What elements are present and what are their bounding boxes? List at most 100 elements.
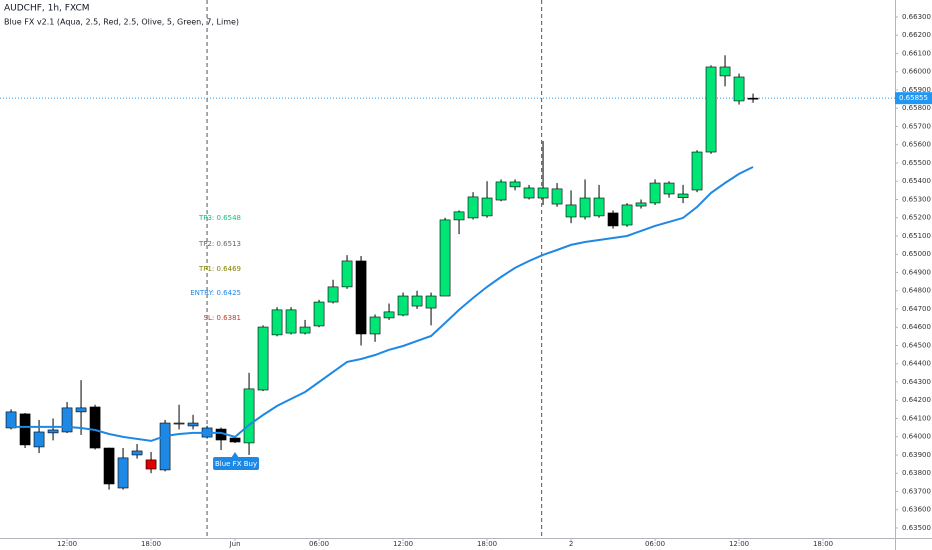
candle-body [747, 97, 759, 100]
candle-body [565, 204, 577, 218]
candle-body [299, 326, 311, 334]
y-tick-label: 0.63600 [902, 506, 931, 514]
y-tick-label: 0.65400 [902, 177, 931, 185]
candle-body [103, 447, 115, 485]
candle-body [481, 197, 493, 217]
indicator-legend: Blue FX v2.1 (Aqua, 2.5, Red, 2.5, Olive… [4, 18, 239, 27]
y-tick-label: 0.65200 [902, 214, 931, 222]
candle-body [187, 422, 199, 427]
candle-body [677, 193, 689, 198]
candle-body [369, 316, 381, 335]
candle-body [691, 151, 703, 191]
y-tick-label: 0.65800 [902, 104, 931, 112]
y-tick-label: 0.64800 [902, 287, 931, 295]
y-tick-label: 0.63900 [902, 451, 931, 459]
y-tick-label: 0.63500 [902, 524, 931, 532]
candle-body [33, 431, 45, 448]
y-tick-label: 0.64500 [902, 341, 931, 349]
candle-body [705, 66, 717, 153]
trade-level-label: SL: 0.6381 [204, 314, 241, 322]
price-tag [895, 92, 932, 105]
y-tick-label: 0.66000 [902, 68, 931, 76]
candle-body [131, 450, 143, 456]
candle-body [243, 388, 255, 444]
candle-body [523, 187, 535, 199]
y-tick-label: 0.66100 [902, 49, 931, 57]
price-tag-label: 0.65855 [899, 94, 928, 102]
candle-body [173, 422, 185, 425]
x-tick-label: 18:00 [813, 540, 833, 548]
candle-body [453, 211, 465, 221]
y-tick-label: 0.63800 [902, 469, 931, 477]
y-tick-label: 0.64200 [902, 396, 931, 404]
candle-body [537, 187, 549, 199]
candle-body [579, 197, 591, 218]
candle-body [593, 197, 605, 217]
candle-body [495, 181, 507, 201]
y-tick-label: 0.64100 [902, 414, 931, 422]
candle-body [313, 301, 325, 327]
candle-body [89, 406, 101, 449]
candle-body [75, 407, 87, 413]
candle-body [159, 422, 171, 471]
y-tick-label: 0.64700 [902, 305, 931, 313]
x-tick-label: 12:00 [57, 540, 77, 548]
x-tick-label: 12:00 [393, 540, 413, 548]
y-tick-label: 0.65300 [902, 195, 931, 203]
x-tick-label: 06:00 [309, 540, 329, 548]
y-tick-label: 0.64000 [902, 433, 931, 441]
candle-body [285, 309, 297, 334]
candle-body [551, 188, 563, 205]
candle-body [411, 295, 423, 307]
y-tick-label: 0.65500 [902, 159, 931, 167]
candle-body [621, 204, 633, 226]
y-tick-label: 0.64900 [902, 268, 931, 276]
y-tick-label: 0.64300 [902, 378, 931, 386]
candle-body [663, 182, 675, 195]
moving-average [11, 166, 754, 442]
candle-body [383, 311, 395, 319]
candle-body [355, 260, 367, 335]
candle-body [117, 457, 129, 489]
y-tick-label: 0.65900 [902, 86, 931, 94]
trade-level-label: TP2: 0.6513 [198, 240, 241, 248]
y-tick-label: 0.65600 [902, 141, 931, 149]
y-tick-label: 0.64400 [902, 360, 931, 368]
candle-body [271, 309, 283, 336]
x-tick-label: 12:00 [729, 540, 749, 548]
x-tick-label: 2 [569, 540, 573, 548]
trade-level-label: TP3: 0.6548 [198, 214, 241, 222]
candle-body [635, 202, 647, 207]
y-tick-label: 0.65100 [902, 232, 931, 240]
candle-body [397, 295, 409, 316]
candle-body [607, 212, 619, 227]
candle-body [5, 411, 17, 429]
candle-body [467, 196, 479, 219]
y-tick-label: 0.65700 [902, 122, 931, 130]
candle-body [341, 260, 353, 288]
x-tick-label: Jun [229, 540, 241, 548]
y-tick-label: 0.66300 [902, 13, 931, 21]
signal-label: Blue FX Buy [215, 460, 257, 468]
trade-level-label: TP1: 0.6469 [198, 265, 241, 273]
signal-box [213, 457, 260, 470]
candle-body [649, 182, 661, 204]
x-tick-label: 06:00 [645, 540, 665, 548]
y-tick-label: 0.65000 [902, 250, 931, 258]
candle-body [61, 407, 73, 433]
candle-body [327, 286, 339, 303]
x-tick-label: 18:00 [141, 540, 161, 548]
y-tick-label: 0.63700 [902, 487, 931, 495]
y-tick-label: 0.64600 [902, 323, 931, 331]
candle-body [509, 181, 521, 188]
candle-body [257, 326, 269, 391]
candle-body [733, 76, 745, 102]
candle-body [19, 413, 31, 446]
candle-body [439, 219, 451, 297]
candle-body [719, 66, 731, 77]
candle-body [145, 459, 157, 470]
x-tick-label: 18:00 [477, 540, 497, 548]
y-tick-label: 0.66200 [902, 31, 931, 39]
